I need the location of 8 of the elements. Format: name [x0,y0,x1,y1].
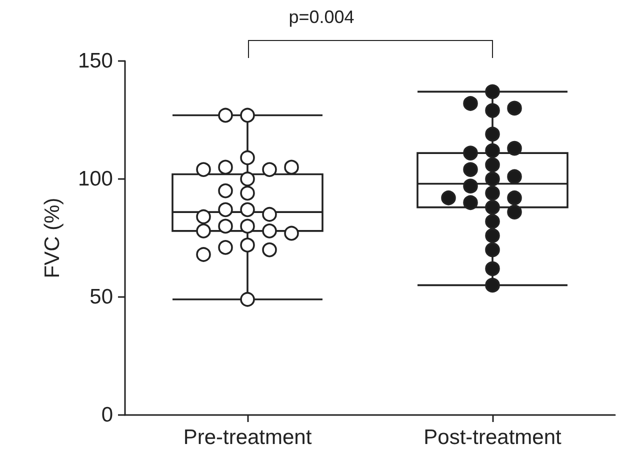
x-tick-label: Pre-treatment [183,426,312,449]
y-tick-label: 0 [101,404,113,426]
y-axis-title: FVC (%) [41,198,64,278]
x-tick-label: Post-treatment [424,426,562,449]
y-tick-label: 50 [90,286,113,308]
y-tick-label: 150 [78,50,113,72]
text: p=0.004 [288,7,354,27]
y-tick-label: 100 [78,168,113,190]
